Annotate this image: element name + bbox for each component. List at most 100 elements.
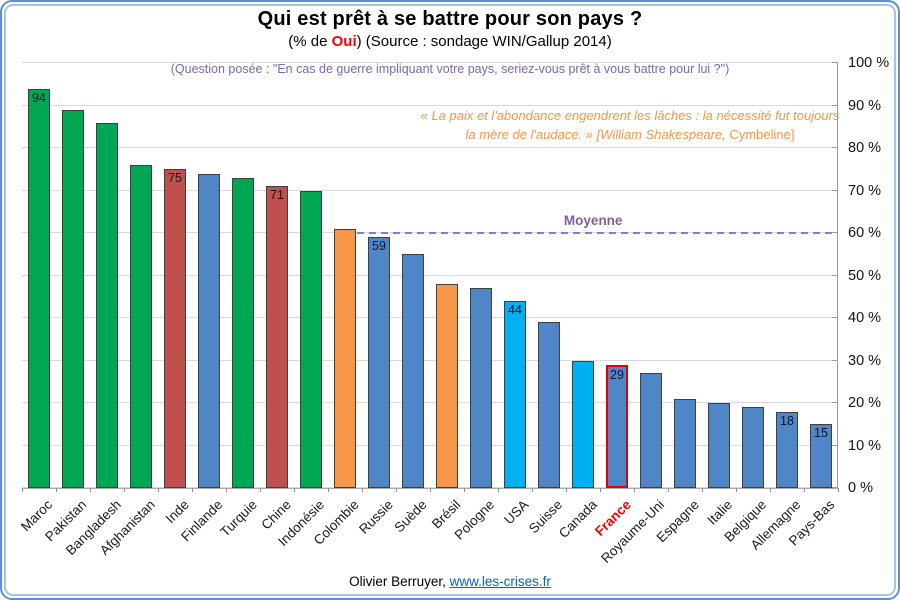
x-slot-afghanistan: Afghanistan <box>97 488 158 572</box>
footer-credit: Olivier Berruyer, <box>349 574 450 589</box>
x-slot-usa: USA <box>498 488 532 572</box>
y-axis-label-40: 40 % <box>848 310 882 326</box>
x-slot-turquie: Turquie <box>217 488 260 572</box>
average-label: Moyenne <box>563 213 623 228</box>
bar-slot-royaume-uni <box>634 63 668 488</box>
bar-value-label-allemagne: 18 <box>780 413 794 428</box>
bar-slot-finlande <box>192 63 226 488</box>
y-tick-100 <box>832 62 838 63</box>
gridline-30 <box>22 359 838 361</box>
quote-text: « La paix et l'abondance engendrent les … <box>420 108 840 142</box>
bar-slot-pakistan <box>56 63 90 488</box>
gridline-10 <box>22 444 838 446</box>
y-tick-20 <box>832 402 838 403</box>
x-tick-6 <box>226 488 227 492</box>
y-tick-50 <box>832 274 838 276</box>
x-tick-20 <box>702 488 703 492</box>
bar-slot-suede <box>396 63 430 488</box>
bar-bangladesh <box>96 122 118 488</box>
bar-slot-russie: 59 <box>362 63 396 488</box>
average-dashed-line <box>356 231 838 234</box>
x-tick-19 <box>667 488 669 492</box>
bar-espagne <box>674 398 696 488</box>
bar-usa: 44 <box>504 301 526 488</box>
bar-value-label-pays-bas: 15 <box>814 426 828 441</box>
bar-chine: 71 <box>266 186 288 488</box>
gridline-40 <box>22 317 838 318</box>
y-tick-90 <box>832 104 838 106</box>
x-tick-10 <box>362 488 363 492</box>
bar-finlande <box>198 173 220 488</box>
bar-slot-suisse <box>532 63 566 488</box>
bar-france: 29 <box>606 364 628 488</box>
bar-colombie <box>334 228 356 488</box>
bar-afghanistan <box>130 165 152 488</box>
x-axis-labels: Maroc Pakistan Bangladesh Afghanistan Inde Fi… <box>18 488 838 572</box>
bar-indonesie <box>300 190 322 488</box>
bar-value-label-france: 29 <box>610 367 624 382</box>
x-label-russie: Russie <box>355 497 396 537</box>
shakespeare-quote: « La paix et l'abondance engendrent les … <box>420 107 840 145</box>
bar-value-label-usa: 44 <box>508 303 522 317</box>
gridline-20 <box>22 402 838 403</box>
y-axis-line <box>837 63 838 488</box>
x-tick-5 <box>192 488 193 492</box>
x-label-inde: Inde <box>162 497 192 527</box>
bar-turquie <box>232 177 254 488</box>
subtitle-prefix: (% de <box>288 33 332 50</box>
bar-slot-canada <box>566 63 600 488</box>
y-tick-60 <box>832 232 838 233</box>
footer-link[interactable]: www.les-crises.fr <box>449 574 551 589</box>
x-tick-14 <box>498 488 499 492</box>
gridline-80 <box>22 147 838 148</box>
x-slot-colombie: Colombie <box>311 488 362 572</box>
bar-suisse <box>538 322 560 488</box>
x-label-suede: Suède <box>391 497 430 536</box>
x-tick-22 <box>770 488 771 492</box>
quote-work-title: Cymbeline] <box>729 126 795 142</box>
bar-allemagne: 18 <box>776 411 798 488</box>
y-axis-label-20: 20 % <box>848 395 882 411</box>
bar-slot-pays-bas: 15 <box>804 63 838 488</box>
bar-value-label-maroc: 94 <box>32 90 46 105</box>
y-axis-label-70: 70 % <box>848 182 882 199</box>
bar-slot-bangladesh <box>90 63 124 488</box>
gridline-70 <box>22 189 838 191</box>
bar-value-label-chine: 71 <box>270 188 284 203</box>
x-tick-4 <box>157 488 159 492</box>
x-tick-12 <box>430 488 431 492</box>
bar-slot-maroc: 94 <box>22 63 56 488</box>
x-tick-24 <box>838 488 839 492</box>
y-axis-label-60: 60 % <box>848 225 882 241</box>
x-tick-2 <box>89 488 91 492</box>
y-axis-labels: 0 % 10 % 20 % 30 % 40 % 50 % 60 % 70 % 80 % 90 % 1… <box>848 55 898 496</box>
x-tick-3 <box>124 488 125 492</box>
y-axis-label-80: 80 % <box>848 140 882 156</box>
x-slot-russie: Russie <box>356 488 396 572</box>
x-tick-23 <box>804 488 805 492</box>
bar-russie: 59 <box>368 237 390 488</box>
y-axis-label-10: 10 % <box>848 437 882 454</box>
bar-maroc: 94 <box>28 88 50 488</box>
bar-bresil <box>436 284 458 488</box>
bar-slot-france: 29 <box>600 63 634 488</box>
bar-slot-belgique <box>736 63 770 488</box>
bar-value-label-russie: 59 <box>372 239 386 254</box>
bar-pakistan <box>62 109 84 488</box>
x-slot-suede: Suède <box>391 488 430 572</box>
chart-subtitle: (% de Oui) (Source : sondage WIN/Gallup … <box>0 33 900 50</box>
footer: Olivier Berruyer, www.les-crises.fr <box>0 574 900 589</box>
y-axis-label-50: 50 % <box>848 267 882 284</box>
x-tick-0 <box>22 488 23 492</box>
subtitle-suffix: ) (Source : sondage WIN/Gallup 2014) <box>356 33 612 50</box>
y-tick-40 <box>832 317 838 318</box>
x-tick-17 <box>600 488 601 492</box>
x-tick-7 <box>260 488 261 492</box>
x-slot-pays-bas: Pays-Bas <box>786 488 838 572</box>
x-tick-8 <box>293 488 295 492</box>
x-tick-15 <box>532 488 533 492</box>
y-tick-30 <box>832 359 838 361</box>
y-tick-80 <box>832 147 838 148</box>
x-tick-13 <box>464 488 465 492</box>
bar-inde: 75 <box>164 169 186 488</box>
